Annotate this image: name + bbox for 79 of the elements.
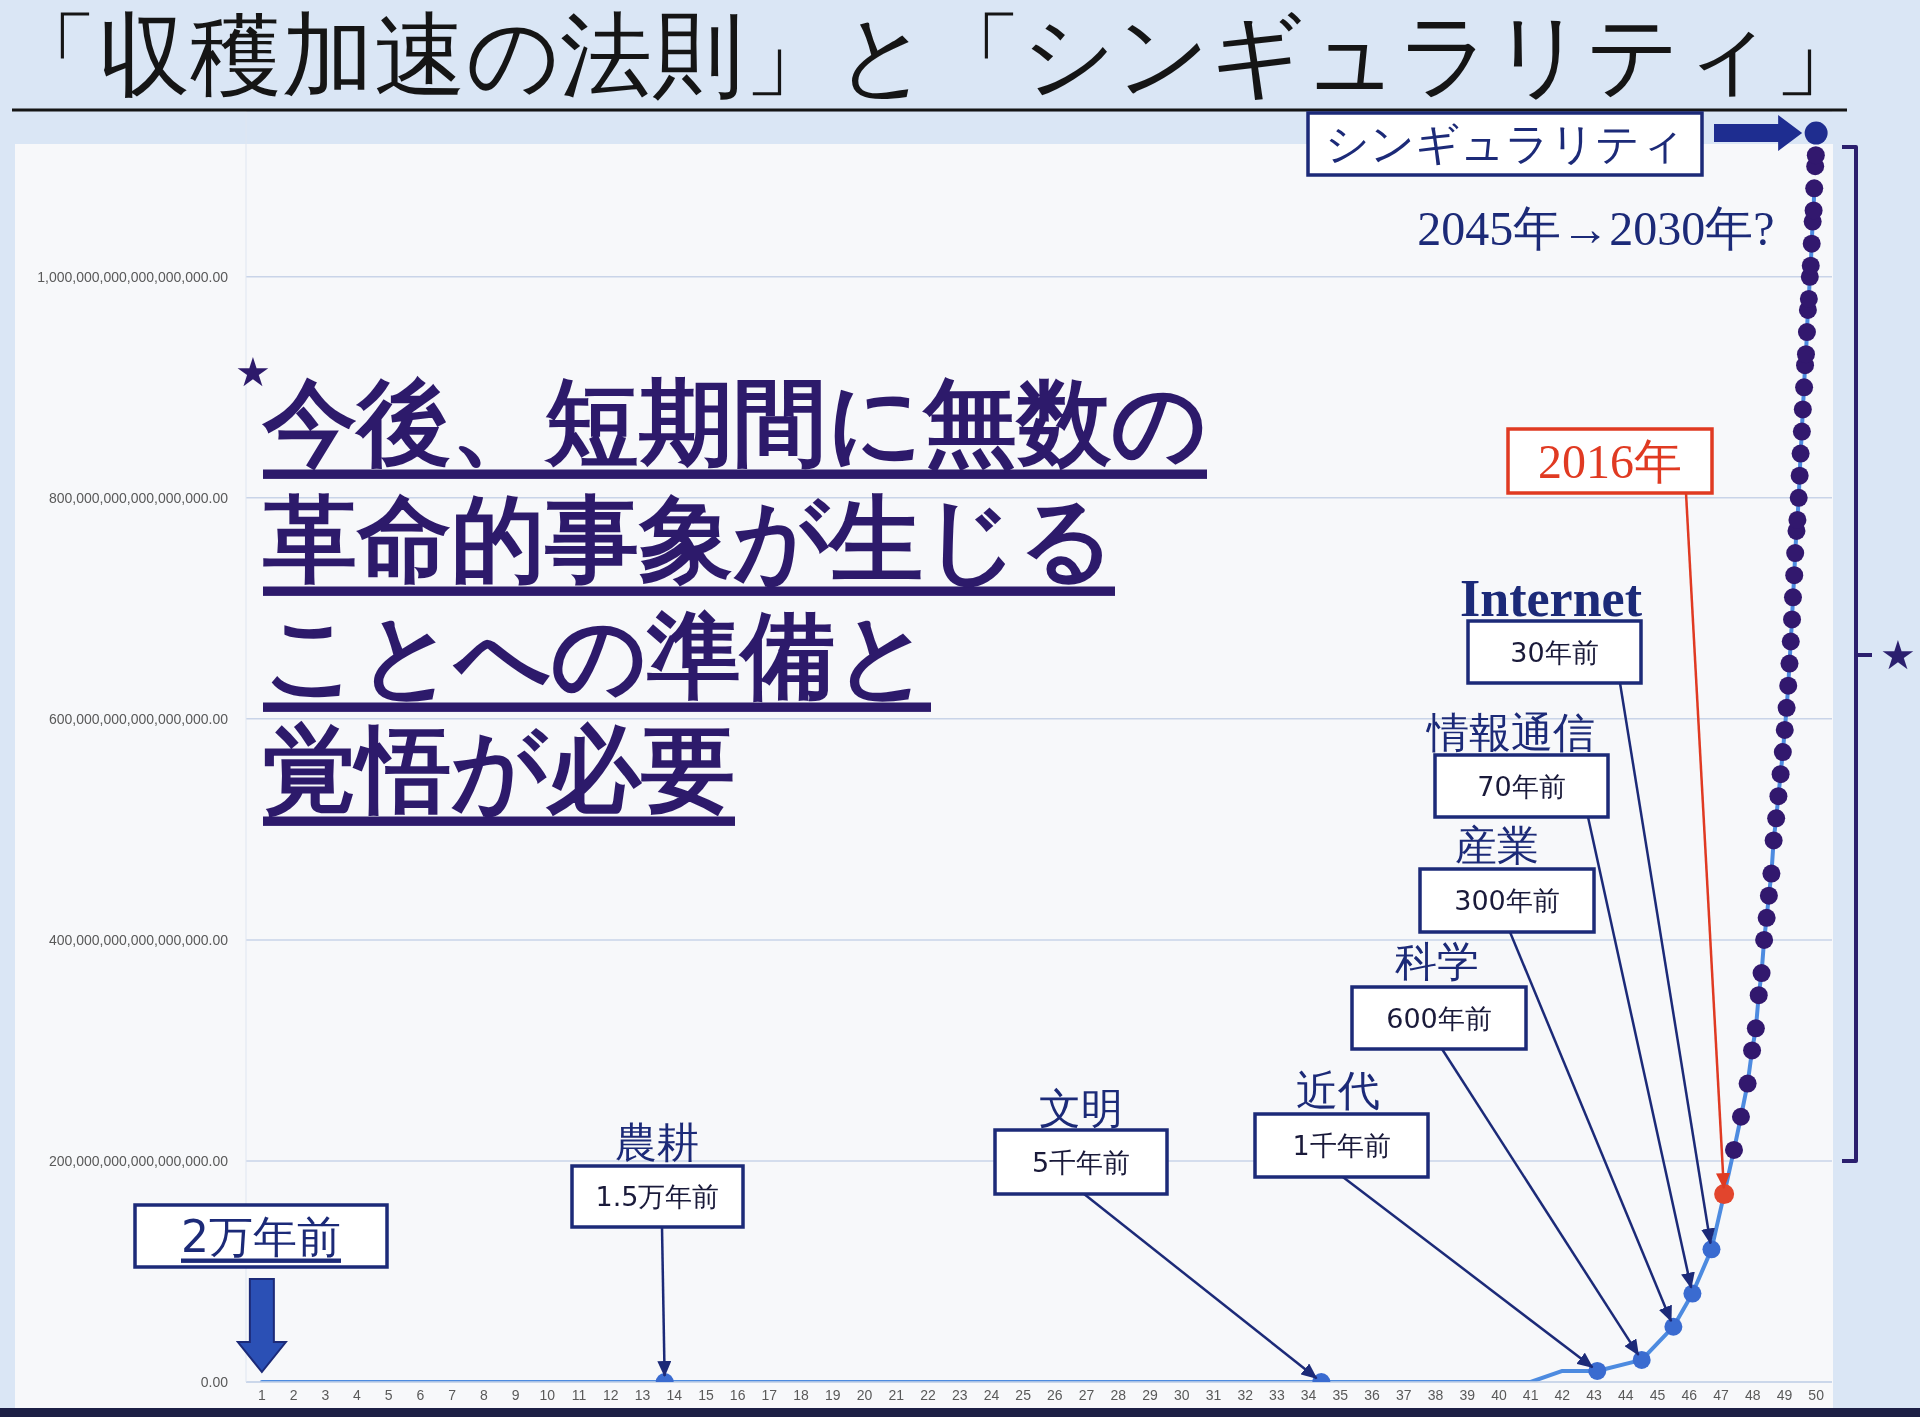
annotation: Internet bbox=[1460, 569, 1643, 627]
x-tick-label: 47 bbox=[1713, 1386, 1729, 1403]
y-tick-label: 400,000,000,000,000,000.00 bbox=[48, 931, 229, 948]
x-tick-label: 30 bbox=[1173, 1386, 1190, 1403]
x-tick-label: 17 bbox=[761, 1386, 778, 1403]
x-tick-label: 50 bbox=[1808, 1386, 1825, 1403]
x-tick-label: 1 bbox=[257, 1386, 266, 1403]
x-tick-label: 19 bbox=[825, 1386, 841, 1403]
x-tick-label: 25 bbox=[1015, 1386, 1032, 1403]
x-tick-label: 34 bbox=[1300, 1386, 1317, 1403]
y-tick-label: 0.00 bbox=[200, 1373, 229, 1390]
y-tick-label: 1,000,000,000,000,000,000.00 bbox=[37, 268, 229, 285]
annotation: 科学 bbox=[1395, 936, 1479, 986]
x-tick-label: 8 bbox=[480, 1386, 488, 1403]
annotation: 近代 bbox=[1296, 1065, 1380, 1115]
annotation: 5千年前 bbox=[1031, 1146, 1131, 1178]
annotation: 2万年前 bbox=[181, 1210, 341, 1262]
x-tick-label: 5 bbox=[384, 1386, 393, 1403]
annotation: 600年前 bbox=[1386, 1002, 1492, 1034]
chart-title: 「収穫加速の法則」と「シンギュラリティ」 bbox=[6, 5, 1866, 107]
annotation: 革命的事象が生じる bbox=[263, 484, 1115, 594]
annotation: 情報通信 bbox=[1425, 707, 1595, 757]
x-tick-label: 33 bbox=[1269, 1386, 1285, 1403]
annotation: 30年前 bbox=[1510, 636, 1599, 668]
x-tick-label: 29 bbox=[1142, 1386, 1159, 1403]
y-tick-label: 200,000,000,000,000,000.00 bbox=[48, 1152, 229, 1169]
annotation: 2045年→2030年? bbox=[1417, 201, 1775, 255]
annotation: 農耕 bbox=[615, 1117, 699, 1167]
x-tick-label: 10 bbox=[539, 1386, 556, 1403]
x-tick-label: 7 bbox=[448, 1386, 457, 1403]
x-tick-label: 21 bbox=[888, 1386, 905, 1403]
x-tick-label: 24 bbox=[983, 1386, 1000, 1403]
annotation: 1千年前 bbox=[1292, 1130, 1391, 1161]
x-tick-label: 45 bbox=[1649, 1386, 1666, 1403]
x-tick-label: 39 bbox=[1459, 1386, 1476, 1403]
x-tick-label: 27 bbox=[1078, 1386, 1095, 1403]
x-tick-label: 28 bbox=[1110, 1386, 1127, 1403]
x-tick-label: 13 bbox=[634, 1386, 651, 1403]
x-tick-label: 48 bbox=[1744, 1386, 1761, 1403]
x-tick-label: 41 bbox=[1522, 1386, 1539, 1403]
annotation: 産業 bbox=[1455, 820, 1539, 870]
x-tick-label: 18 bbox=[793, 1386, 810, 1403]
x-tick-label: 23 bbox=[951, 1386, 968, 1403]
x-tick-label: 14 bbox=[666, 1386, 683, 1403]
x-tick-label: 31 bbox=[1205, 1386, 1222, 1403]
annotation: シンギュラリティ bbox=[1325, 119, 1685, 169]
x-tick-label: 2 bbox=[289, 1386, 298, 1403]
annotation: ことへの準備と bbox=[263, 600, 931, 710]
x-tick-label: 32 bbox=[1237, 1386, 1254, 1403]
x-tick-label: 43 bbox=[1586, 1386, 1603, 1403]
x-tick-label: 37 bbox=[1395, 1386, 1412, 1403]
annotation: 2016年 bbox=[1538, 434, 1682, 488]
annotation: 1.5万年前 bbox=[595, 1181, 720, 1212]
x-tick-label: 22 bbox=[920, 1386, 936, 1403]
x-tick-label: 9 bbox=[511, 1386, 520, 1403]
x-tick-label: 49 bbox=[1776, 1386, 1793, 1403]
x-tick-label: 42 bbox=[1554, 1386, 1571, 1403]
annotation: 70年前 bbox=[1477, 770, 1566, 802]
x-tick-label: 26 bbox=[1047, 1386, 1063, 1403]
text: ★ bbox=[1880, 632, 1916, 678]
annotation: 覚悟が必要 bbox=[263, 714, 735, 824]
x-tick-label: 16 bbox=[729, 1386, 746, 1403]
annotation: 300年前 bbox=[1454, 885, 1560, 916]
x-tick-label: 40 bbox=[1491, 1386, 1507, 1403]
y-tick-label: 600,000,000,000,000,000.00 bbox=[48, 710, 229, 727]
x-tick-label: 38 bbox=[1427, 1386, 1444, 1403]
x-tick-label: 44 bbox=[1618, 1386, 1634, 1403]
x-tick-label: 6 bbox=[416, 1386, 425, 1403]
x-tick-label: 15 bbox=[698, 1386, 714, 1403]
x-tick-label: 20 bbox=[856, 1386, 873, 1403]
x-tick-label: 35 bbox=[1332, 1386, 1349, 1403]
annotation: 文明 bbox=[1039, 1083, 1123, 1133]
x-tick-label: 46 bbox=[1681, 1386, 1698, 1403]
x-tick-label: 12 bbox=[602, 1386, 619, 1403]
x-tick-label: 3 bbox=[321, 1386, 330, 1403]
y-tick-label: 800,000,000,000,000,000.00 bbox=[48, 489, 229, 506]
x-tick-label: 4 bbox=[353, 1386, 362, 1403]
x-tick-label: 36 bbox=[1364, 1386, 1381, 1403]
x-tick-label: 11 bbox=[571, 1386, 587, 1403]
